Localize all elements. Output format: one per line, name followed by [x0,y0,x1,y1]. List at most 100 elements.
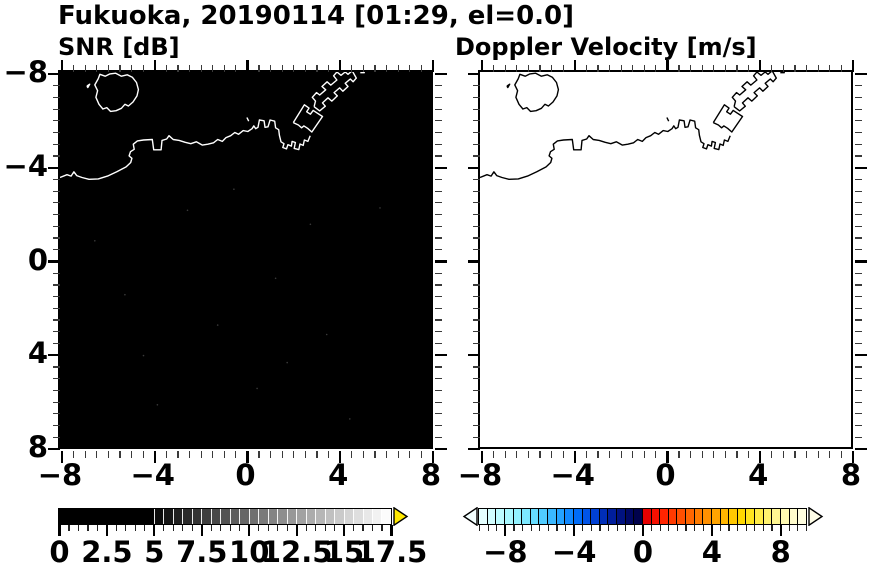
noise-speckle [325,333,328,336]
velocity-colorbar-major-tick [779,525,782,536]
coastline-harbor-piers [311,72,357,112]
x-axis-bottom-minor-tick [516,451,518,458]
x-axis-bottom-major-tick [153,451,156,463]
snr-colorbar-minor-tick [77,525,80,531]
snr-colorbar-minor-tick [239,525,241,531]
snr-colorbar-minor-tick [68,525,70,531]
coastline-islet-dot [506,83,511,89]
y-axis-right-major-tick [435,260,447,263]
y-axis-right-minor-tick [435,96,442,99]
snr-colorbar-cell [258,509,268,524]
y-axis-left-major-tick [468,72,480,76]
y-axis-right-minor-tick [435,202,442,204]
x-axis-top-minor-tick [678,65,680,72]
x-axis-top-minor-tick [713,65,715,72]
y-axis-right-minor-tick [435,378,442,380]
noise-speckle [186,209,189,212]
x-axis-top-major-tick [153,60,156,72]
noise-speckle [286,361,288,364]
x-axis-top-minor-tick [585,65,587,72]
snr-colorbar-minor-tick [258,525,260,531]
x-axis-bottom-minor-tick [597,451,599,458]
y-axis-right-minor-tick [435,225,442,227]
x-tick-label: 0 [235,458,256,492]
x-axis-top-minor-tick [200,65,202,72]
y-axis-left-minor-tick [53,272,60,274]
y-axis-left-minor-tick [53,178,60,181]
y-axis-left-minor-tick [473,178,480,181]
x-axis-bottom-minor-tick [374,451,376,458]
x-axis-bottom-minor-tick [72,451,75,458]
y-axis-right-minor-tick [855,190,862,192]
velocity-colorbar-cell [538,509,547,524]
velocity-colorbar-cell [762,509,772,524]
y-axis-left-minor-tick [53,131,60,134]
snr-colorbar-minor-tick [362,525,364,531]
x-axis-top-minor-tick [72,65,75,72]
y-axis-right-minor-tick [435,190,442,192]
x-axis-top-minor-tick [165,65,167,72]
x-axis-bottom-minor-tick [794,451,796,458]
y-axis-right-minor-tick [855,85,862,87]
x-axis-bottom-minor-tick [293,451,295,458]
x-axis-top-minor-tick [597,65,599,72]
snr-colorbar-minor-tick [134,525,136,531]
y-axis-left-minor-tick [473,155,480,157]
y-axis-right-minor-tick [855,202,862,204]
coastline-nokonoshima-island [94,72,140,113]
y-axis-right-minor-tick [435,214,442,216]
y-axis-left-minor-tick [473,190,480,192]
snr-colorbar-minor-tick [96,525,99,531]
x-axis-bottom-minor-tick [200,451,202,458]
y-axis-right-minor-tick [435,237,442,239]
velocity-colorbar-under-arrow [462,506,478,526]
snr-colorbar-minor-tick [267,525,269,531]
y-axis-right-minor-tick [435,108,442,110]
x-axis-top-minor-tick [293,65,295,72]
y-axis-right-minor-tick [855,155,862,157]
x-axis-top-minor-tick [281,65,283,72]
x-axis-bottom-minor-tick [492,451,495,458]
x-axis-top-major-tick [573,60,576,72]
x-axis-top-major-tick [851,60,855,72]
snr-colorbar-cell [172,509,183,524]
y-axis-right-minor-tick [855,237,862,239]
y-axis-right-minor-tick [855,249,862,251]
x-axis-top-major-tick [339,60,342,72]
x-axis-bottom-major-tick [60,451,64,463]
x-axis-bottom-minor-tick [235,451,237,458]
x-axis-bottom-minor-tick [107,451,109,458]
y-axis-left-minor-tick [53,319,60,321]
y-axis-right-minor-tick [855,319,862,321]
velocity-colorbar-cell [771,509,780,524]
snr-colorbar-minor-tick [182,525,184,531]
snr-colorbar-minor-tick [286,525,288,531]
x-axis-top-minor-tick [212,65,214,72]
x-axis-bottom-minor-tick [655,451,657,458]
y-axis-right-minor-tick [435,85,442,87]
y-axis-right-minor-tick [855,424,862,427]
noise-speckle [274,277,277,280]
x-axis-top-minor-tick [316,65,318,72]
velocity-colorbar-minor-tick [694,525,696,531]
velocity-colorbar-minor-tick [797,525,799,531]
noise-speckle [142,354,145,357]
x-axis-top-major-tick [666,60,669,72]
y-axis-right-minor-tick [435,143,442,145]
velocity-colorbar-cell [659,509,668,524]
velocity-colorbar-cell [486,509,496,524]
snr-colorbar-minor-tick [220,525,222,531]
velocity-colorbar-cell [676,509,685,524]
x-axis-top-minor-tick [736,65,738,72]
x-axis-top-minor-tick [643,65,645,72]
velocity-colorbar-minor-tick [745,525,747,531]
velocity-colorbar-cell [728,509,737,524]
velocity-colorbar-minor-tick [805,525,808,531]
x-axis-top-minor-tick [188,65,191,72]
y-tick-label: −8 [3,55,48,89]
y-axis-left-minor-tick [53,225,60,227]
y-axis-right-minor-tick [855,178,862,181]
x-axis-top-major-tick [431,60,435,72]
y-axis-left-minor-tick [53,307,60,309]
noise-speckle [156,404,159,406]
